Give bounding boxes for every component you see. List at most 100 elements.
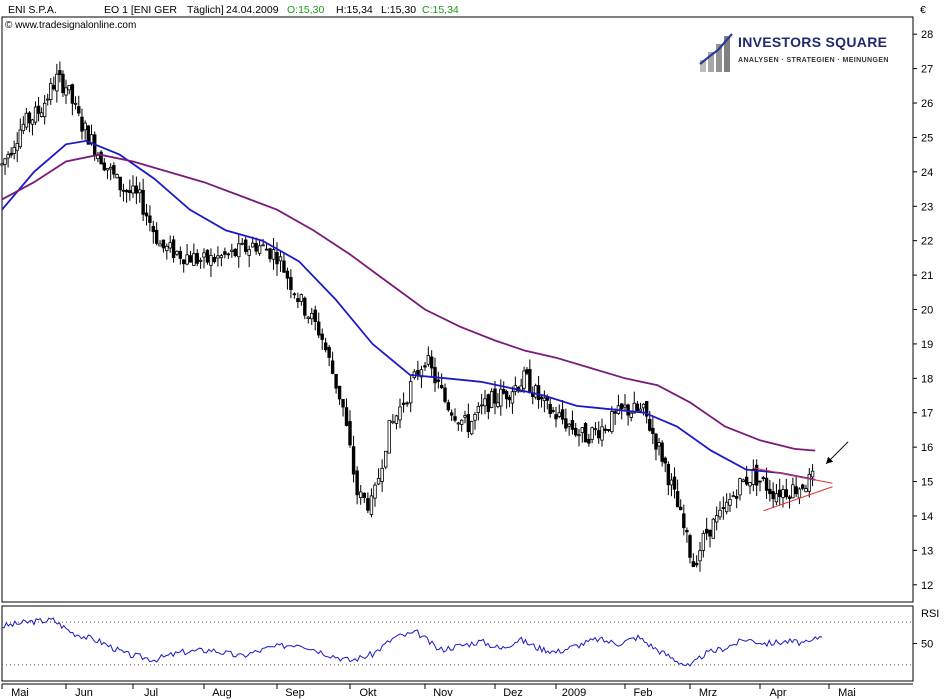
candle bbox=[303, 296, 307, 320]
candle bbox=[334, 373, 338, 394]
candle bbox=[359, 485, 363, 505]
candle bbox=[791, 477, 795, 499]
candle bbox=[738, 477, 742, 501]
candle bbox=[554, 406, 558, 428]
price-tick-label: 12 bbox=[921, 580, 933, 592]
candle-body-up bbox=[165, 245, 169, 252]
candle-body-up bbox=[724, 501, 729, 513]
candle bbox=[731, 491, 736, 498]
candle-body-down bbox=[244, 239, 248, 252]
candle-body-down bbox=[226, 253, 231, 256]
candle-body-down bbox=[528, 368, 532, 394]
candle bbox=[439, 373, 444, 390]
candle-body-down bbox=[344, 407, 349, 426]
candle bbox=[551, 406, 555, 414]
price-tick-label: 15 bbox=[921, 477, 933, 489]
candle bbox=[613, 408, 617, 426]
candle-body-up bbox=[409, 381, 413, 404]
candle-body-down bbox=[70, 84, 75, 104]
candle bbox=[398, 398, 402, 429]
rsi-panel-border bbox=[1, 605, 914, 682]
candle bbox=[348, 410, 352, 448]
candle bbox=[151, 220, 155, 244]
candle bbox=[570, 410, 575, 435]
candle bbox=[629, 410, 633, 422]
candle bbox=[121, 183, 126, 202]
candle-body-up bbox=[510, 391, 515, 404]
candle bbox=[178, 246, 183, 265]
candle-body-down bbox=[86, 125, 91, 145]
candle-body-up bbox=[299, 294, 304, 302]
candle-body-down bbox=[124, 189, 129, 193]
candle bbox=[433, 357, 437, 392]
candle-body-up bbox=[168, 242, 172, 249]
triangle-layer bbox=[752, 441, 849, 512]
candle-body-up bbox=[600, 426, 604, 441]
candle-body-up bbox=[24, 112, 29, 128]
candle bbox=[275, 242, 279, 276]
candle-body-down bbox=[449, 412, 454, 416]
candle bbox=[268, 247, 272, 263]
candle-body-down bbox=[401, 402, 406, 406]
candle bbox=[577, 429, 581, 447]
candle-body-down bbox=[784, 489, 788, 498]
candle-body-up bbox=[456, 422, 461, 425]
candle-body-up bbox=[459, 419, 464, 425]
candle bbox=[797, 487, 802, 505]
candle-body-down bbox=[292, 293, 297, 296]
candle-body-up bbox=[476, 406, 481, 413]
candle bbox=[362, 492, 366, 503]
time-tick-label: Dez bbox=[503, 687, 523, 699]
candle-body-down bbox=[268, 248, 272, 260]
candle bbox=[567, 422, 571, 436]
candle-body-down bbox=[679, 506, 683, 510]
candle-body-up bbox=[463, 415, 467, 418]
time-tick-label: Mai bbox=[11, 687, 29, 699]
candle-body-up bbox=[3, 158, 7, 165]
open-value: O:15,30 bbox=[287, 4, 325, 16]
candle bbox=[384, 450, 388, 470]
currency-label: € bbox=[920, 4, 926, 16]
candle-body-up bbox=[306, 316, 310, 319]
candle-body-down bbox=[141, 190, 145, 215]
candle bbox=[426, 346, 431, 367]
candle bbox=[55, 63, 59, 103]
candle bbox=[380, 459, 384, 492]
candle bbox=[708, 529, 712, 548]
candle-body-down bbox=[77, 106, 81, 114]
candle bbox=[483, 390, 487, 415]
candle bbox=[134, 176, 139, 205]
candle bbox=[580, 427, 584, 443]
candle-body-down bbox=[583, 423, 588, 443]
candle-body-down bbox=[560, 409, 565, 420]
candle-body-down bbox=[182, 259, 186, 265]
candle bbox=[463, 410, 467, 424]
candle-body-down bbox=[651, 427, 655, 434]
candle-body-up bbox=[469, 421, 474, 435]
candle-body-down bbox=[635, 403, 640, 412]
candle-body-down bbox=[9, 152, 13, 156]
candle-body-up bbox=[271, 249, 276, 260]
candle bbox=[344, 398, 349, 427]
candle bbox=[175, 250, 179, 257]
date-label: 24.04.2009 bbox=[226, 4, 279, 16]
candle-body-down bbox=[212, 256, 217, 263]
price-tick-label: 26 bbox=[921, 98, 933, 110]
candle-body-up bbox=[240, 242, 244, 245]
candle bbox=[198, 257, 203, 269]
candle-body-up bbox=[83, 122, 87, 131]
candle-body-down bbox=[453, 416, 457, 421]
candle bbox=[587, 433, 591, 447]
candle bbox=[711, 517, 716, 539]
candle-body-down bbox=[275, 252, 279, 265]
candle bbox=[182, 259, 186, 273]
candle-body-down bbox=[660, 442, 664, 462]
candle-body-up bbox=[711, 518, 716, 539]
candle bbox=[366, 492, 370, 514]
candle bbox=[230, 243, 234, 258]
candle bbox=[3, 157, 7, 175]
candle bbox=[58, 61, 62, 83]
candle-body-up bbox=[519, 385, 523, 393]
time-tick-label: Feb bbox=[634, 687, 653, 699]
